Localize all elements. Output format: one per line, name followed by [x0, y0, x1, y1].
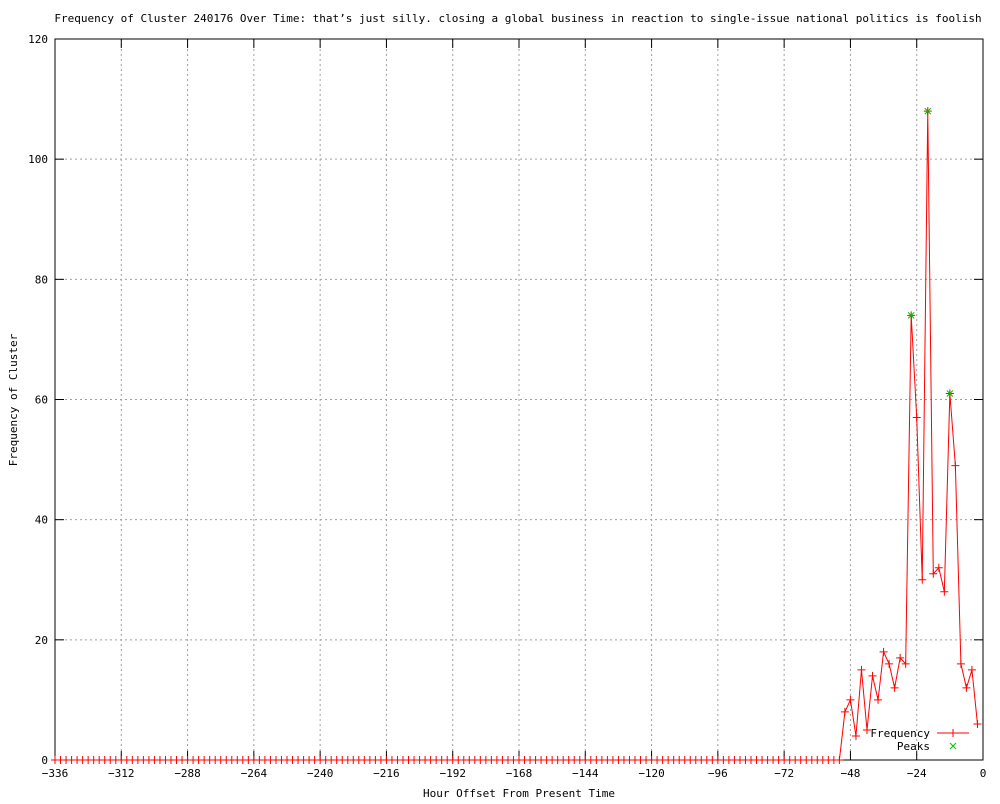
ticks: −336 −312 −288 −264 −240 −216 −192 −168 −144 −120…: [28, 33, 986, 780]
x-tick-label: −144: [572, 767, 599, 780]
series: [51, 107, 982, 764]
frequency-point: [835, 756, 844, 764]
frequency-point: [851, 731, 860, 740]
legend: Frequency Peaks: [870, 727, 969, 753]
x-axis-label: Hour Offset From Present Time: [423, 787, 615, 800]
frequency-point: [967, 665, 976, 674]
x-tick-label: −312: [108, 767, 135, 780]
frequency-point: [962, 683, 971, 692]
peak-point: [907, 312, 915, 319]
chart-title: Frequency of Cluster 240176 Over Time: t…: [54, 12, 981, 25]
y-tick-label: 80: [35, 273, 48, 286]
x-tick-label: −288: [174, 767, 201, 780]
frequency-point: [868, 671, 877, 680]
x-tick-label: −216: [373, 767, 400, 780]
x-tick-label: 0: [980, 767, 987, 780]
y-tick-label: 20: [35, 634, 48, 647]
frequency-line: [55, 111, 978, 761]
y-tick-label: 60: [35, 394, 48, 407]
x-tick-label: −48: [840, 767, 860, 780]
y-axis-label: Frequency of Cluster: [7, 333, 20, 466]
x-tick-label: −96: [708, 767, 728, 780]
frequency-point: [956, 659, 965, 668]
legend-marker-peaks: [949, 742, 957, 750]
x-tick-label: −24: [907, 767, 927, 780]
frequency-point: [929, 569, 938, 578]
legend-label-frequency: Frequency: [870, 727, 930, 740]
x-tick-label: −264: [241, 767, 268, 780]
frequency-point: [940, 587, 949, 596]
frequency-point: [840, 707, 849, 716]
peak-point: [924, 107, 932, 115]
frequency-point: [951, 461, 960, 470]
peak-point: [946, 390, 954, 397]
frequency-point: [912, 413, 921, 422]
frequency-point: [879, 647, 888, 656]
x-tick-label: −72: [774, 767, 794, 780]
frequency-point: [918, 575, 927, 584]
x-tick-label: −120: [638, 767, 665, 780]
frequency-point: [901, 659, 910, 668]
y-tick-label: 120: [28, 33, 48, 46]
y-tick-label: 40: [35, 514, 48, 527]
frequency-point: [934, 563, 943, 572]
x-tick-label: −240: [307, 767, 334, 780]
x-tick-label: −168: [506, 767, 533, 780]
y-tick-label: 100: [28, 153, 48, 166]
x-tick-label: −192: [439, 767, 466, 780]
grid: [55, 39, 983, 760]
frequency-point: [846, 695, 855, 704]
frequency-point: [890, 683, 899, 692]
frequency-point: [857, 665, 866, 674]
frequency-point: [874, 695, 883, 704]
frequency-point: [863, 725, 871, 734]
frequency-point: [973, 719, 982, 728]
legend-label-peaks: Peaks: [897, 740, 930, 753]
y-tick-label: 0: [41, 754, 48, 767]
frequency-point: [885, 659, 894, 668]
frequency-point: [896, 653, 905, 662]
x-tick-label: −336: [42, 767, 69, 780]
